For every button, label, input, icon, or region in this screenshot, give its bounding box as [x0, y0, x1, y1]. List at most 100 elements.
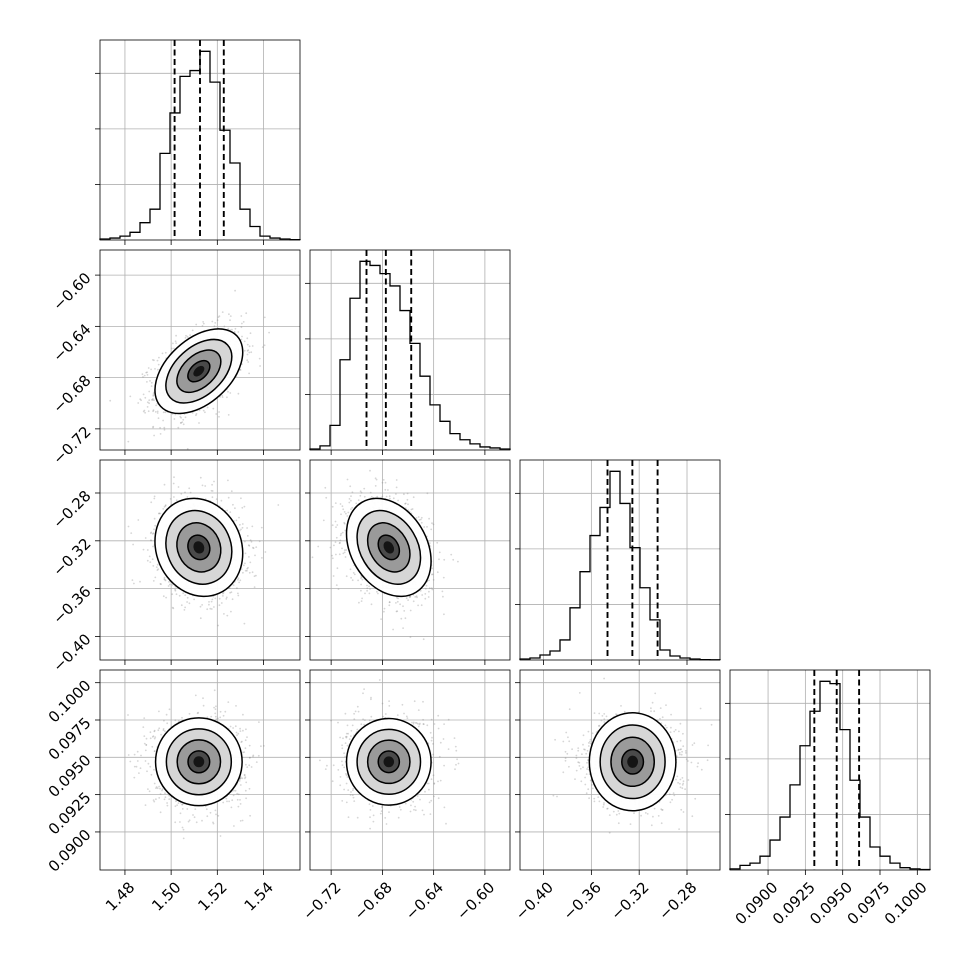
scatter-point [152, 425, 155, 428]
scatter-point [250, 540, 253, 543]
scatter-point [252, 547, 255, 550]
scatter-point [251, 571, 254, 574]
scatter-point [331, 557, 334, 560]
scatter-point [400, 617, 403, 620]
scatter-point [420, 516, 423, 519]
scatter-point [221, 311, 224, 313]
scatter-point [436, 571, 439, 574]
scatter-point [211, 496, 214, 499]
scatter-point [374, 485, 377, 487]
scatter-point [380, 618, 382, 620]
scatter-point [349, 485, 352, 488]
scatter-point [157, 417, 160, 420]
scatter-point [339, 534, 342, 537]
scatter-point [388, 604, 391, 607]
scatter-point [146, 406, 149, 408]
scatter-point [392, 497, 395, 500]
scatter-point [322, 519, 325, 522]
scatter-point [414, 596, 417, 598]
scatter-point [368, 585, 370, 588]
scatter-point [375, 478, 378, 481]
panel-0-0 [95, 39, 301, 245]
scatter-point [170, 347, 173, 350]
scatter-point [344, 556, 347, 558]
scatter-point [241, 322, 243, 325]
scatter-point [242, 729, 244, 732]
scatter-point [399, 603, 401, 606]
scatter-point [159, 512, 162, 515]
scatter-point [245, 312, 248, 315]
scatter-point [368, 592, 371, 595]
scatter-point [361, 597, 363, 600]
scatter-point [351, 491, 354, 494]
scatter-point [431, 567, 434, 570]
scatter-point [199, 617, 202, 620]
scatter-point [343, 511, 346, 513]
scatter-point [415, 517, 418, 519]
scatter-point [164, 464, 166, 466]
scatter-point [431, 573, 433, 576]
scatter-point [424, 597, 427, 600]
scatter-point [142, 726, 145, 728]
scatter-point [152, 392, 155, 395]
scatter-point [148, 390, 151, 393]
scatter-point [431, 588, 434, 591]
scatter-point [191, 411, 194, 414]
scatter-point [129, 395, 132, 398]
scatter-point [158, 710, 160, 713]
scatter-point [268, 331, 270, 334]
scatter-point [404, 502, 406, 505]
scatter-point [384, 481, 387, 484]
scatter-point [166, 804, 169, 807]
scatter-point [369, 588, 371, 590]
scatter-point [347, 511, 350, 514]
scatter-point [329, 546, 332, 549]
scatter-point [246, 337, 249, 340]
scatter-point [152, 410, 155, 413]
scatter-point [191, 329, 194, 332]
scatter-point [424, 593, 427, 595]
scatter-point [420, 604, 423, 607]
scatter-point [239, 799, 241, 801]
scatter-point [430, 587, 433, 589]
scatter-point [206, 406, 209, 409]
scatter-point [255, 546, 258, 548]
scatter-point [402, 627, 404, 629]
scatter-point [159, 811, 162, 814]
scatter-point [189, 334, 192, 336]
contour-line-3 [154, 328, 244, 415]
scatter-point [248, 544, 251, 547]
scatter-point [241, 526, 244, 529]
scatter-point [214, 715, 217, 718]
scatter-point [405, 597, 408, 600]
scatter-point [239, 803, 242, 805]
scatter-point [142, 410, 145, 413]
scatter-point [239, 777, 242, 780]
scatter-point [149, 737, 152, 740]
scatter-point [441, 590, 444, 593]
scatter-point [221, 394, 224, 397]
scatter-point [331, 524, 334, 527]
scatter-point [152, 799, 155, 801]
scatter-point [144, 396, 147, 399]
scatter-point [229, 511, 232, 513]
scatter-point [146, 559, 149, 562]
scatter-point [181, 421, 184, 423]
scatter-point [184, 491, 186, 494]
scatter-point [396, 600, 399, 603]
scatter-point [346, 515, 349, 517]
scatter-point [152, 426, 154, 429]
scatter-point [173, 347, 175, 350]
scatter-point [164, 505, 167, 507]
scatter-point [395, 493, 397, 495]
scatter-point [239, 369, 242, 371]
scatter-point [344, 529, 347, 532]
scatter-point [428, 579, 430, 582]
scatter-point [140, 754, 142, 757]
scatter-point [230, 490, 233, 493]
scatter-point [133, 765, 136, 768]
scatter-point [418, 519, 421, 521]
scatter-point [249, 561, 252, 564]
scatter-point [168, 794, 171, 797]
scatter-point [223, 613, 225, 615]
